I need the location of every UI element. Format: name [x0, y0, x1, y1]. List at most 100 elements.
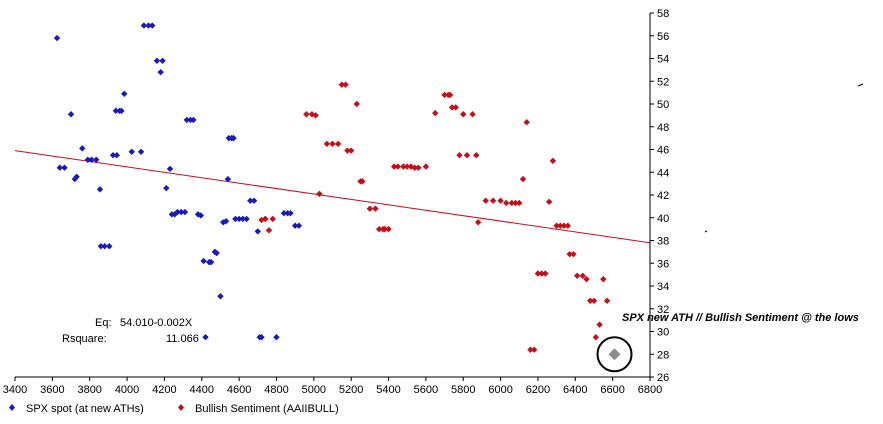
- spx-point: [53, 34, 61, 42]
- legend-marker-bullish: [178, 404, 184, 411]
- spx-point: [61, 164, 68, 171]
- bullish-point: [353, 100, 360, 108]
- bullish-point: [422, 163, 430, 170]
- y-tick-label: 58: [657, 8, 669, 20]
- bullish-point: [564, 222, 572, 229]
- bullish-point: [460, 111, 467, 118]
- bullish-point: [366, 205, 374, 212]
- bullish-point: [400, 163, 407, 170]
- spx-point: [200, 257, 207, 265]
- regression-line: [14, 150, 651, 244]
- x-tick-label: 6200: [526, 384, 550, 396]
- bullish-point: [473, 151, 480, 159]
- bullish-point: [338, 81, 346, 88]
- spx-point: [79, 145, 86, 152]
- spx-point: [273, 333, 280, 341]
- spx-point: [96, 186, 104, 193]
- bullish-point: [560, 222, 568, 229]
- series-points: [53, 22, 633, 373]
- bullish-point: [265, 227, 273, 234]
- spx-point: [84, 156, 92, 163]
- bullish-point: [375, 225, 383, 233]
- bullish-point: [323, 140, 331, 148]
- spx-point: [149, 22, 156, 29]
- spx-point: [163, 184, 170, 192]
- y-tick-label: 44: [657, 167, 669, 179]
- x-tick-label: 6600: [600, 384, 624, 396]
- bullish-point: [474, 219, 482, 226]
- x-tick-label: 6000: [488, 384, 512, 396]
- spx-point: [239, 215, 247, 223]
- spx-point: [224, 175, 232, 183]
- spx-point: [73, 173, 80, 180]
- bullish-point: [545, 198, 553, 206]
- bullish-point: [587, 297, 594, 304]
- spx-point: [217, 293, 224, 300]
- spx-point: [178, 208, 185, 216]
- series-bullish: [258, 81, 616, 358]
- spx-point: [202, 333, 209, 341]
- bullish-point: [600, 275, 607, 283]
- plot-area: [14, 150, 651, 244]
- stray-mark-right-2: [704, 230, 708, 233]
- spx-point: [174, 208, 181, 216]
- spx-point: [157, 68, 164, 76]
- spx-point: [250, 197, 258, 204]
- equation-value: 54.010-0.002X: [120, 317, 193, 329]
- legend-label-bullish: Bullish Sentiment (AAIIBULL): [195, 403, 339, 415]
- rsquare-value: 11.066: [166, 333, 199, 345]
- y-tick-label: 48: [657, 122, 669, 134]
- x-tick-label: 4000: [115, 384, 139, 396]
- bullish-point: [508, 199, 515, 207]
- x-tick-label: 5400: [376, 384, 400, 396]
- bullish-point: [312, 112, 319, 119]
- bullish-point: [557, 222, 564, 229]
- bullish-point: [329, 140, 336, 148]
- spx-point: [97, 242, 105, 250]
- x-tick-label: 3600: [40, 384, 64, 396]
- bullish-point: [573, 272, 581, 279]
- spx-point: [153, 57, 161, 64]
- spx-point: [145, 22, 152, 29]
- bullish-point: [463, 151, 471, 159]
- spx-point: [101, 242, 108, 250]
- spx-point: [128, 148, 135, 155]
- bullish-point: [262, 215, 269, 223]
- y-tick-label: 50: [657, 99, 669, 111]
- spx-point: [140, 22, 148, 29]
- bullish-point: [570, 250, 577, 258]
- x-tick-label: 4600: [227, 384, 251, 396]
- y-tick-label: 52: [657, 76, 669, 88]
- bullish-point: [432, 109, 439, 117]
- y-tick-label: 30: [657, 327, 669, 339]
- bullish-point: [538, 270, 545, 277]
- y-tick-label: 26: [657, 372, 669, 384]
- spx-point: [235, 215, 243, 223]
- highlight-point: [608, 348, 621, 361]
- x-tick-label: 3800: [77, 384, 101, 396]
- y-tick-label: 56: [657, 31, 669, 43]
- bullish-point: [441, 91, 448, 99]
- bullish-point: [452, 104, 459, 111]
- bullish-point: [603, 297, 611, 304]
- bullish-point: [566, 250, 573, 258]
- spx-point: [183, 116, 191, 124]
- spx-point: [190, 116, 197, 124]
- legend-label-spx: SPX spot (at new ATHs): [26, 403, 144, 415]
- bullish-point: [390, 163, 398, 170]
- y-tick-label: 40: [657, 213, 669, 225]
- bullish-point: [512, 199, 519, 207]
- bullish-point: [583, 275, 590, 283]
- bullish-point: [372, 205, 379, 212]
- bullish-point: [482, 197, 489, 204]
- equation-label: Eq:: [95, 317, 112, 329]
- y-tick-label: 42: [657, 190, 669, 202]
- bullish-point: [347, 147, 355, 154]
- y-tick-label: 28: [657, 349, 669, 361]
- bullish-point: [448, 104, 456, 111]
- bullish-point: [381, 225, 388, 233]
- bullish-point: [342, 81, 349, 88]
- spx-point: [166, 165, 174, 173]
- spx-point: [230, 134, 237, 142]
